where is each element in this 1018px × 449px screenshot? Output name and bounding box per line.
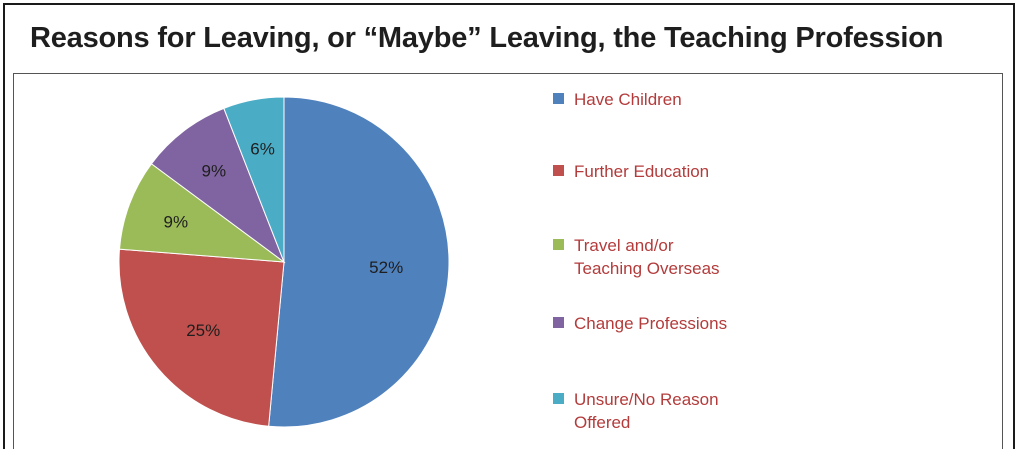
chart-left-border (13, 73, 14, 449)
chart-right-border (1002, 73, 1003, 449)
slice-label-travel-and-or-teaching-overseas: 9% (164, 213, 189, 232)
legend-swatch (553, 393, 564, 404)
legend-label: Travel and/or Teaching Overseas (574, 236, 720, 278)
pie-slice-have-children (268, 96, 450, 428)
chart-title: Reasons for Leaving, or “Maybe” Leaving,… (30, 22, 944, 54)
legend-label: Further Education (574, 162, 710, 181)
pie-slice-change-professions (150, 107, 286, 264)
legend-label: Unsure/No Reason Offered (574, 390, 719, 432)
legend-label: Have Children (574, 90, 682, 109)
slice-label-change-professions: 9% (202, 161, 227, 180)
legend-item-have-children: Have Children (553, 88, 764, 111)
slice-label-unsure-no-reason-offered: 6% (250, 140, 275, 159)
slice-label-have-children: 52% (369, 258, 403, 277)
legend-item-unsure-no-reason-offered: Unsure/No Reason Offered (553, 388, 764, 434)
legend-swatch (553, 239, 564, 250)
legend-label: Change Professions (574, 314, 728, 333)
legend-item-travel-and-or-teaching-overseas: Travel and/or Teaching Overseas (553, 234, 764, 280)
legend-item-further-education: Further Education (553, 160, 764, 183)
pie-slice-travel-and-or-teaching-overseas (118, 163, 286, 263)
slice-label-further-education: 25% (186, 321, 220, 340)
legend-swatch (553, 165, 564, 176)
pie-slice-unsure-no-reason-offered (223, 96, 285, 263)
legend-swatch (553, 317, 564, 328)
legend-item-change-professions: Change Professions (553, 312, 764, 335)
legend-swatch (553, 93, 564, 104)
pie-slice-further-education (118, 248, 285, 427)
title-divider (13, 73, 1003, 74)
